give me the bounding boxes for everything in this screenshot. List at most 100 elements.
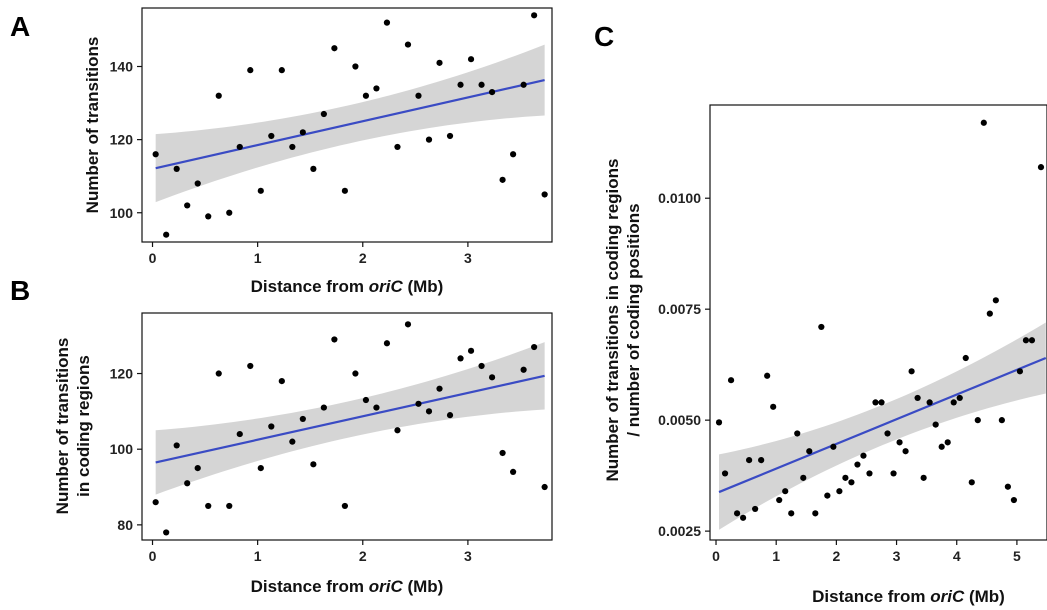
x-tick-label-a: 0 — [149, 250, 157, 266]
data-point-b — [299, 415, 306, 423]
data-point-c — [962, 354, 969, 362]
data-point-c — [830, 443, 837, 450]
data-point-a — [383, 19, 391, 26]
data-point-c — [926, 399, 933, 406]
data-point-b — [226, 502, 233, 510]
data-point-a — [226, 209, 233, 216]
data-point-c — [806, 448, 813, 455]
data-point-c — [908, 368, 915, 375]
data-point-b — [457, 355, 464, 362]
data-point-c — [980, 119, 987, 126]
data-point-c — [950, 399, 957, 406]
x-axis-title-b: Distance from oriC (Mb) — [251, 577, 444, 596]
data-point-b — [257, 465, 264, 472]
data-point-a — [415, 92, 422, 99]
data-point-a — [310, 165, 317, 172]
y-tick-label-b: 120 — [110, 366, 134, 382]
data-point-c — [902, 448, 909, 455]
y-axis-title-c: Number of transitions in coding regions /… — [603, 158, 643, 481]
data-point-c — [1028, 337, 1036, 344]
data-point-b — [289, 438, 296, 445]
data-point-c — [727, 377, 735, 384]
data-point-b — [383, 340, 391, 347]
panel-c-plot: 0 1 2 3 4 5 0.0025 0.0050 0.0075 0.0100 Distance f… — [603, 104, 1047, 606]
y-tick-label-c: 0.0050 — [658, 412, 701, 428]
data-point-a — [236, 143, 243, 151]
y-tick-label-c: 0.0075 — [658, 301, 701, 317]
data-point-c — [878, 399, 885, 406]
data-point-c — [758, 457, 765, 464]
data-point-a — [299, 129, 306, 136]
x-tick-label-c: 0 — [712, 548, 720, 564]
data-point-c — [944, 439, 951, 446]
data-point-c — [782, 488, 789, 495]
data-point-b — [541, 483, 548, 491]
data-point-a — [215, 92, 222, 99]
x-tick-label-a: 2 — [359, 250, 367, 266]
data-point-b — [499, 449, 506, 457]
data-point-c — [1010, 496, 1018, 504]
data-point-a — [457, 81, 464, 88]
data-point-b — [362, 396, 370, 404]
plot-frame-c — [709, 104, 1047, 541]
plot-frame-a — [141, 7, 553, 243]
data-point-b — [352, 370, 359, 377]
data-point-b — [404, 321, 412, 328]
data-point-c — [872, 399, 879, 406]
data-point-c — [715, 419, 723, 426]
x-tick-label-b: 1 — [254, 548, 262, 564]
data-point-b — [446, 412, 454, 419]
data-point-a — [394, 143, 401, 151]
data-point-a — [541, 191, 548, 198]
x-tick-label-c: 4 — [953, 548, 961, 564]
data-point-c — [932, 421, 939, 428]
data-point-c — [896, 439, 903, 446]
data-point-a — [510, 151, 517, 158]
data-point-b — [163, 529, 170, 536]
data-point-a — [446, 132, 454, 140]
data-point-a — [467, 56, 475, 63]
data-point-c — [890, 470, 897, 477]
data-point-b — [478, 362, 485, 370]
data-point-a — [257, 187, 264, 194]
x-tick-label-c: 1 — [772, 548, 780, 564]
data-point-a — [404, 41, 412, 48]
panel-letter-a: A — [10, 11, 30, 42]
data-point-b — [341, 502, 348, 510]
data-point-c — [824, 492, 831, 499]
data-point-c — [776, 496, 783, 504]
data-point-a — [531, 12, 538, 19]
panel-letter-b: B — [10, 275, 30, 306]
data-point-a — [488, 88, 496, 96]
data-point-a — [373, 85, 380, 92]
data-point-b — [331, 336, 338, 343]
y-tick-label-c: 0.0100 — [658, 190, 701, 206]
data-point-a — [152, 151, 159, 158]
data-point-b — [467, 347, 475, 354]
data-point-a — [352, 63, 359, 70]
data-point-c — [752, 505, 759, 513]
data-point-b — [425, 408, 433, 415]
data-point-c — [836, 488, 843, 495]
panel-letter-c: C — [594, 21, 614, 52]
x-tick-label-a: 1 — [254, 250, 262, 266]
data-point-b — [278, 378, 285, 385]
regression-line-b — [155, 374, 545, 464]
data-point-a — [163, 231, 170, 238]
data-point-c — [884, 430, 891, 437]
data-point-c — [938, 443, 945, 450]
y-tick-label-b: 100 — [110, 441, 134, 457]
data-point-b — [184, 480, 191, 487]
data-point-a — [278, 67, 285, 74]
data-point-a — [320, 110, 327, 118]
data-point-c — [920, 474, 927, 481]
data-point-c — [1022, 337, 1030, 344]
regression-line-a — [155, 78, 545, 170]
data-point-c — [733, 510, 741, 517]
data-point-b — [310, 461, 317, 468]
data-point-c — [818, 323, 825, 331]
y-tick-label-a: 100 — [110, 205, 134, 221]
data-point-a — [173, 165, 180, 172]
data-point-a — [478, 81, 485, 88]
